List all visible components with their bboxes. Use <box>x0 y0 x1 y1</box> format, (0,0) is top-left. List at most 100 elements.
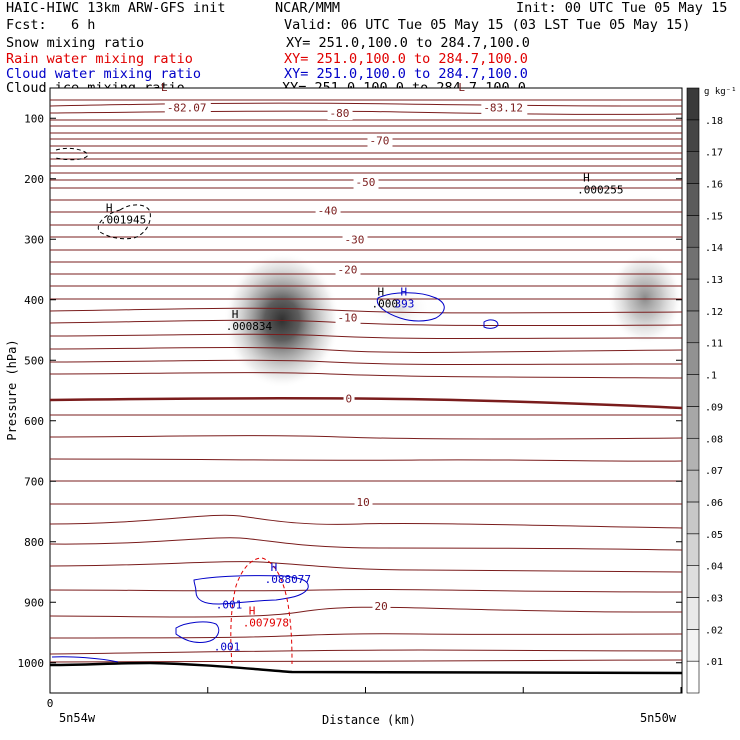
cloud-water-contour <box>483 319 499 329</box>
extremum-mark: L <box>458 81 465 94</box>
model-title: HAIC-HIWC 13km ARW-GFS init <box>6 0 226 16</box>
temp-label: -70 <box>369 134 389 147</box>
colorbar-tick-label: .15 <box>705 211 723 222</box>
temp-label-bg <box>372 601 391 614</box>
isotherm <box>49 649 683 655</box>
extremum-mark: H <box>377 286 384 299</box>
temp-label-bg <box>367 135 393 148</box>
colorbar-box <box>686 183 700 216</box>
forecast-hour: Fcst: 6 h <box>6 17 96 33</box>
isotherm <box>49 561 683 573</box>
cloud-water-contour <box>376 292 445 322</box>
cloud-water-contour <box>51 656 119 663</box>
colorbar-tick-label: .18 <box>705 116 723 127</box>
y-tick-label: 400 <box>24 294 44 307</box>
colorbar-box <box>686 501 700 535</box>
y-tick-label: 100 <box>24 112 44 125</box>
y-tick-label: 900 <box>24 596 44 609</box>
colorbar-box <box>686 533 700 566</box>
extremum-value: .001945 <box>100 214 146 227</box>
temp-label-bg <box>343 393 355 406</box>
y-tick-label: 700 <box>24 475 44 488</box>
colorbar-tick-label: .16 <box>705 180 723 191</box>
temp-label-bg <box>327 108 353 121</box>
colorbar-unit: g kg⁻¹ <box>704 87 737 97</box>
colorbar-tick-label: .11 <box>705 339 723 350</box>
cloud-water-contour <box>175 621 220 643</box>
colorbar-box <box>686 246 700 280</box>
cloud-water-contour <box>193 575 309 605</box>
x-endpoint-east: 5n50w <box>640 711 677 725</box>
snow-maximum-east <box>608 252 682 344</box>
colorbar-box <box>686 215 700 248</box>
colorbar-box <box>686 406 700 439</box>
isotherm <box>49 359 683 365</box>
extremum-value: .000 <box>371 298 398 311</box>
colorbar-box <box>686 660 700 694</box>
temp-label-bg <box>164 102 211 115</box>
extremum-value: .001 <box>216 598 243 611</box>
colorbar-tick-label: .06 <box>705 498 723 509</box>
isotherm <box>49 458 683 462</box>
field-xy-cloud-water: XY= 251.0,100.0 to 284.7,100.0 <box>284 66 528 82</box>
colorbar-box <box>686 469 700 503</box>
temp-label: -50 <box>356 176 376 189</box>
y-tick-label: 600 <box>24 415 44 428</box>
extremum-mark: H <box>271 561 278 574</box>
x-axis-label: Distance (km) <box>322 713 416 727</box>
extremum-mark: H <box>232 308 239 321</box>
colorbar-tick-label: .01 <box>705 657 723 668</box>
y-tick-label: 1000 <box>18 657 45 670</box>
colorbar-tick-label: .08 <box>705 434 723 445</box>
extremum-value: .007978 <box>243 616 289 629</box>
terrain-line <box>49 661 683 675</box>
extremum-mark: L <box>161 81 168 94</box>
colorbar-box <box>686 119 700 152</box>
temp-label: -30 <box>345 233 365 246</box>
temp-label-bg <box>354 497 373 510</box>
colorbar-box <box>686 87 700 121</box>
temp-label-bg <box>353 177 379 190</box>
field-label-snow: Snow mixing ratio <box>6 35 145 51</box>
temp-label: 10 <box>357 496 370 509</box>
extremum-value: .000255 <box>577 183 623 196</box>
isotherm <box>49 372 683 379</box>
colorbar-box <box>686 151 700 184</box>
y-axis-label: Pressure (hPa) <box>5 339 19 440</box>
temp-label-bg <box>315 205 341 218</box>
isotherm <box>49 102 683 107</box>
extremum-value: .088077 <box>265 573 311 586</box>
y-tick-label: 200 <box>24 173 44 186</box>
field-label-rain: Rain water mixing ratio <box>6 51 193 67</box>
colorbar-box <box>686 565 700 598</box>
y-tick-label: 300 <box>24 233 44 246</box>
extremum-value: .000834 <box>226 320 273 333</box>
isotherm <box>49 346 683 353</box>
valid-time: Valid: 06 UTC Tue 05 May 15 (03 LST Tue … <box>284 17 691 33</box>
field-xy-snow: XY= 251.0,100.0 to 284.7,100.0 <box>286 35 530 51</box>
y-tick-label: 500 <box>24 354 44 367</box>
isotherm <box>49 537 683 551</box>
extremum-value: 393 <box>394 298 414 311</box>
isotherm <box>49 333 683 339</box>
y-tick-label: 800 <box>24 536 44 549</box>
isotherm <box>49 435 683 440</box>
temp-label-bg <box>335 264 361 277</box>
colorbar-tick-label: .13 <box>705 275 723 286</box>
colorbar-tick-label: .05 <box>705 530 723 541</box>
temp-label-bg <box>481 102 528 115</box>
colorbar-tick-label: .07 <box>705 466 723 477</box>
isotherm <box>49 514 683 529</box>
snow-maximum-central <box>370 286 430 330</box>
extremum-mark: H <box>249 604 256 617</box>
ice-contour <box>97 204 151 240</box>
colorbar-box <box>686 374 700 407</box>
colorbar-tick-label: .02 <box>705 625 723 636</box>
field-xy-rain: XY= 251.0,100.0 to 284.7,100.0 <box>284 51 528 67</box>
extremum-mark: H <box>400 286 407 299</box>
temp-label: -80 <box>330 107 350 120</box>
temp-label: -10 <box>338 312 358 325</box>
colorbar-box <box>686 437 700 471</box>
x-tick-label: 0 <box>47 697 54 710</box>
